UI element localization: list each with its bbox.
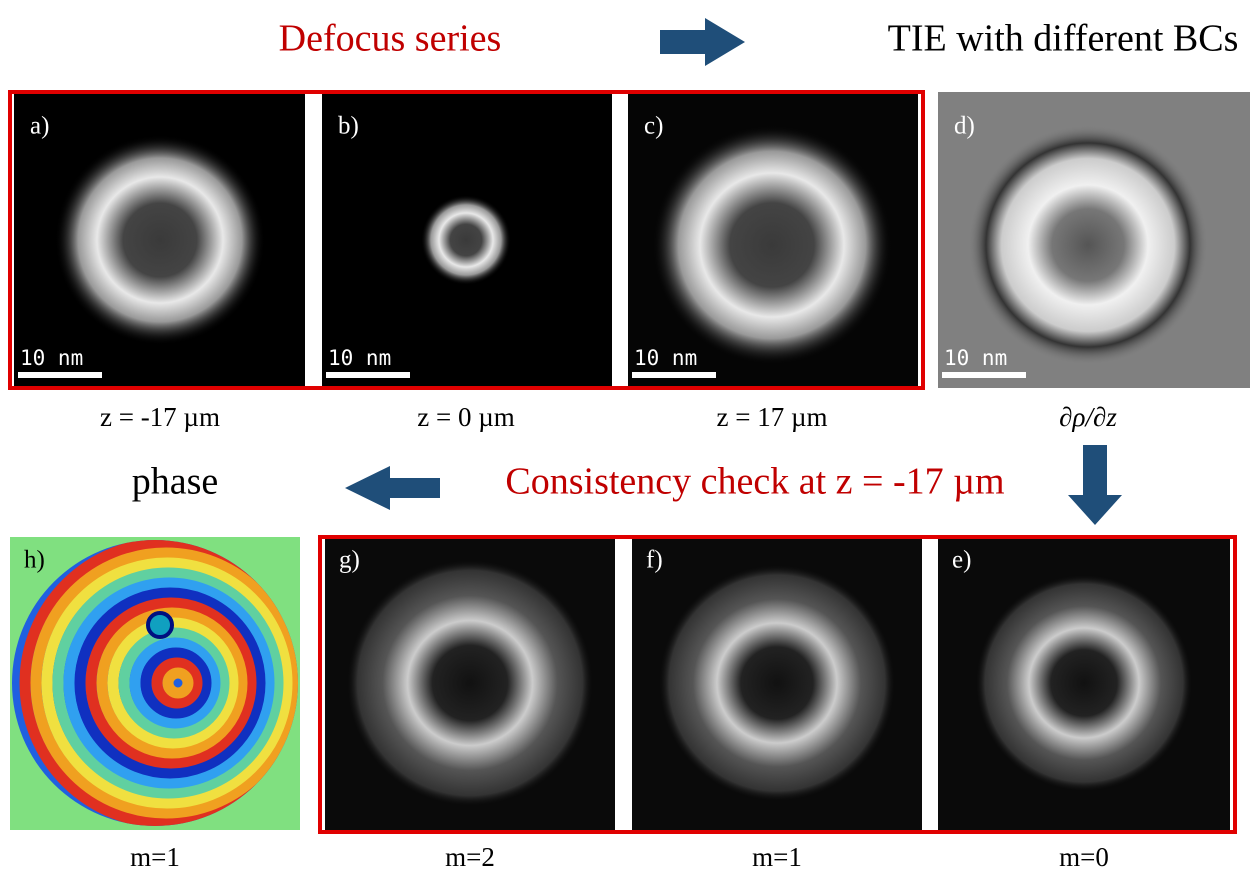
scale-bar-label: 10 nm	[328, 346, 391, 370]
ring	[55, 135, 265, 345]
middle-right: Consistency check at z = -17 µm	[505, 461, 1004, 503]
arrow-left	[345, 466, 440, 510]
ring	[968, 125, 1208, 365]
caption: ∂ρ/∂z	[1059, 402, 1117, 432]
caption: m=1	[130, 842, 180, 872]
caption: z = 17 µm	[716, 402, 827, 432]
scale-bar-label: 10 nm	[20, 346, 83, 370]
figure: Defocus series TIE with different BCs ph…	[0, 0, 1260, 886]
panel-letter: g)	[339, 547, 360, 574]
panel-letter: h)	[24, 547, 45, 574]
panel-letter: d)	[954, 113, 975, 140]
caption: z = 0 µm	[417, 402, 515, 432]
panel-letter: e)	[952, 547, 971, 574]
ring	[657, 563, 897, 803]
ring	[345, 558, 595, 808]
ring	[652, 125, 892, 365]
caption: m=1	[752, 842, 802, 872]
panel-letter: c)	[644, 113, 663, 140]
scale-bar-label: 10 nm	[944, 346, 1007, 370]
caption: m=0	[1059, 842, 1109, 872]
middle-left: phase	[132, 461, 219, 503]
caption: m=2	[445, 842, 495, 872]
scale-bar-label: 10 nm	[634, 346, 697, 370]
scale-bar	[632, 372, 716, 378]
panel-letter: a)	[30, 113, 49, 140]
ring	[421, 195, 511, 285]
header-right: TIE with different BCs	[888, 18, 1239, 60]
arrow-right	[660, 18, 745, 66]
arrow-down	[1068, 445, 1122, 525]
caption: z = -17 µm	[100, 402, 220, 432]
header-left: Defocus series	[279, 18, 502, 60]
scale-bar	[326, 372, 410, 378]
scale-bar	[942, 372, 1026, 378]
scale-bar	[18, 372, 102, 378]
ring	[974, 573, 1194, 793]
panel-letter: f)	[646, 547, 663, 574]
phase-core	[148, 613, 172, 637]
panel-letter: b)	[338, 113, 359, 140]
